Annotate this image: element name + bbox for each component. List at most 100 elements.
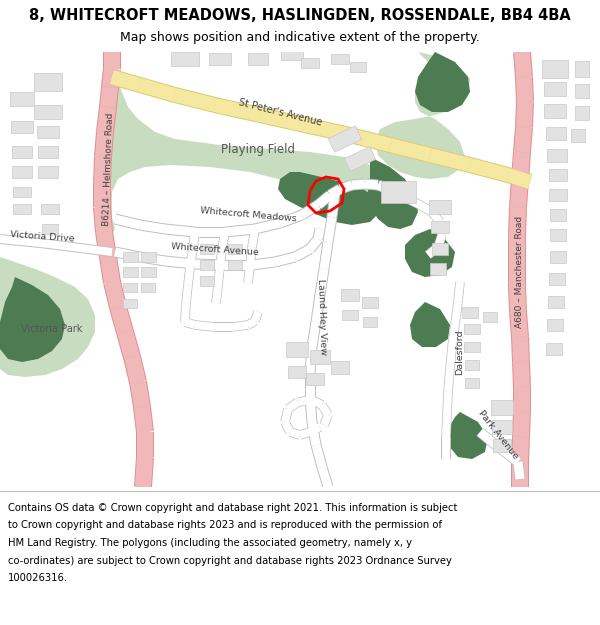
Polygon shape <box>442 392 453 415</box>
Polygon shape <box>509 262 525 287</box>
Polygon shape <box>433 234 446 249</box>
Polygon shape <box>281 408 292 423</box>
Polygon shape <box>164 224 196 238</box>
Polygon shape <box>38 166 58 178</box>
Polygon shape <box>483 312 497 322</box>
Polygon shape <box>319 403 331 417</box>
Polygon shape <box>288 366 306 378</box>
Polygon shape <box>514 461 524 479</box>
Polygon shape <box>164 256 196 269</box>
Polygon shape <box>20 237 40 247</box>
Polygon shape <box>575 61 589 77</box>
Polygon shape <box>216 249 226 268</box>
Polygon shape <box>349 128 392 152</box>
Polygon shape <box>93 206 113 232</box>
Polygon shape <box>544 104 566 118</box>
Polygon shape <box>138 78 177 102</box>
Polygon shape <box>311 444 328 469</box>
Polygon shape <box>323 216 337 242</box>
Polygon shape <box>489 438 508 456</box>
Polygon shape <box>122 267 137 277</box>
Polygon shape <box>506 168 532 189</box>
Polygon shape <box>320 413 332 427</box>
Text: Playing Field: Playing Field <box>221 142 295 156</box>
Polygon shape <box>510 311 528 338</box>
Polygon shape <box>184 318 196 329</box>
Polygon shape <box>278 172 380 225</box>
Polygon shape <box>189 231 199 249</box>
Polygon shape <box>515 77 534 102</box>
Polygon shape <box>511 437 530 462</box>
Polygon shape <box>376 181 389 193</box>
Polygon shape <box>429 209 443 224</box>
Polygon shape <box>214 98 262 122</box>
Polygon shape <box>109 304 134 334</box>
Polygon shape <box>299 201 321 219</box>
Polygon shape <box>450 301 463 326</box>
Polygon shape <box>405 229 455 277</box>
Polygon shape <box>274 253 296 266</box>
Polygon shape <box>305 347 316 372</box>
Polygon shape <box>299 201 320 219</box>
Polygon shape <box>315 191 333 209</box>
Polygon shape <box>368 157 418 229</box>
Polygon shape <box>304 118 352 142</box>
Polygon shape <box>406 196 422 209</box>
Polygon shape <box>0 234 20 246</box>
Polygon shape <box>491 399 513 414</box>
Polygon shape <box>184 266 194 286</box>
Polygon shape <box>307 421 322 446</box>
Polygon shape <box>508 235 526 262</box>
Polygon shape <box>385 185 398 199</box>
Polygon shape <box>512 412 531 437</box>
Polygon shape <box>10 92 34 106</box>
Polygon shape <box>546 343 562 355</box>
Polygon shape <box>516 102 533 127</box>
Polygon shape <box>436 221 446 236</box>
Polygon shape <box>246 246 256 266</box>
Polygon shape <box>549 273 565 285</box>
Text: Whitecroft Meadows: Whitecroft Meadows <box>199 206 296 224</box>
Polygon shape <box>448 412 488 459</box>
Polygon shape <box>338 181 353 193</box>
Polygon shape <box>508 207 527 236</box>
Polygon shape <box>380 181 415 203</box>
Polygon shape <box>305 372 314 397</box>
Polygon shape <box>134 456 154 488</box>
Polygon shape <box>103 280 127 309</box>
Polygon shape <box>278 210 304 228</box>
Polygon shape <box>394 191 409 203</box>
Polygon shape <box>139 221 166 234</box>
Polygon shape <box>365 179 379 191</box>
Polygon shape <box>515 102 534 127</box>
Polygon shape <box>251 258 275 269</box>
Polygon shape <box>248 53 268 65</box>
Text: Map shows position and indicative extent of the property.: Map shows position and indicative extent… <box>120 31 480 44</box>
Polygon shape <box>185 248 197 268</box>
Polygon shape <box>228 244 242 254</box>
Polygon shape <box>323 216 337 243</box>
Polygon shape <box>20 236 40 248</box>
Polygon shape <box>0 257 95 377</box>
Polygon shape <box>513 387 531 412</box>
Polygon shape <box>139 252 166 266</box>
Polygon shape <box>311 294 325 322</box>
Polygon shape <box>316 268 328 296</box>
Polygon shape <box>40 238 65 251</box>
Text: to Crown copyright and database rights 2023 and is reproduced with the permissio: to Crown copyright and database rights 2… <box>8 521 442 531</box>
Polygon shape <box>436 221 446 236</box>
Polygon shape <box>307 321 322 348</box>
Polygon shape <box>314 228 325 240</box>
Polygon shape <box>244 264 254 284</box>
Polygon shape <box>250 311 263 322</box>
Polygon shape <box>140 252 155 262</box>
Polygon shape <box>224 224 256 236</box>
Polygon shape <box>362 296 378 308</box>
Polygon shape <box>259 108 307 132</box>
Polygon shape <box>254 219 281 233</box>
Polygon shape <box>338 180 354 194</box>
Polygon shape <box>99 86 119 108</box>
Polygon shape <box>547 319 563 331</box>
Polygon shape <box>173 88 217 112</box>
Polygon shape <box>376 180 390 194</box>
